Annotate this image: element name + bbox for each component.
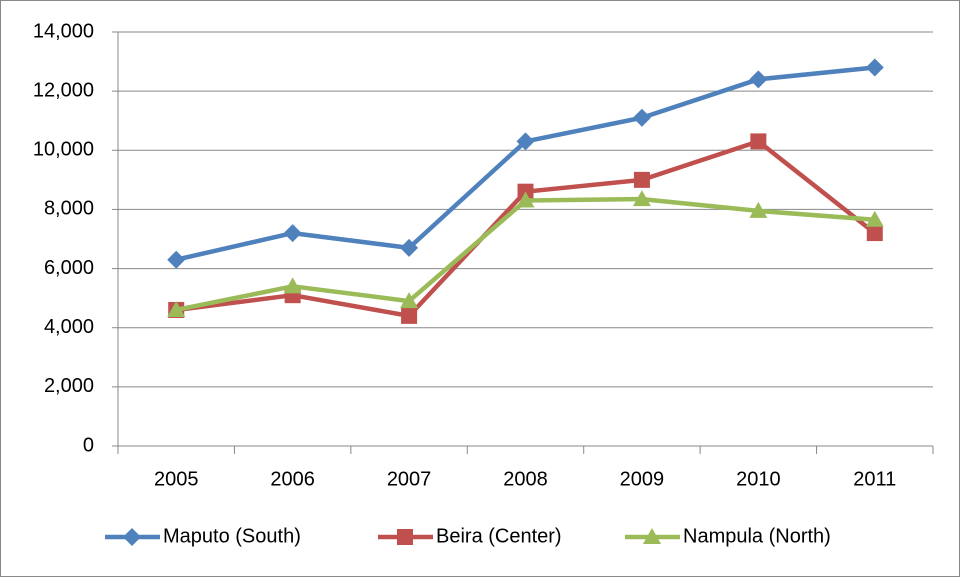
y-tick-label: 4,000 <box>44 316 94 338</box>
legend-label: Nampula (North) <box>683 525 831 547</box>
marker <box>167 250 186 269</box>
marker <box>866 225 883 242</box>
y-tick-label: 2,000 <box>44 375 94 397</box>
marker <box>865 58 884 77</box>
x-tick-label: 2010 <box>736 468 781 490</box>
marker <box>400 292 419 309</box>
y-tick-label: 12,000 <box>33 79 94 101</box>
y-tick-label: 0 <box>83 434 94 456</box>
y-tick-label: 14,000 <box>33 20 94 42</box>
marker <box>749 201 768 218</box>
marker <box>643 528 661 544</box>
marker <box>123 528 141 546</box>
y-tick-label: 6,000 <box>44 257 94 279</box>
x-tick-label: 2006 <box>270 468 315 490</box>
marker <box>749 70 768 89</box>
y-tick-label: 8,000 <box>44 198 94 220</box>
marker <box>750 133 767 150</box>
marker <box>633 171 650 188</box>
marker <box>632 108 651 127</box>
marker <box>516 132 535 151</box>
marker <box>283 224 302 243</box>
marker <box>400 238 419 257</box>
marker <box>865 210 884 227</box>
marker <box>516 191 535 208</box>
marker <box>401 307 418 324</box>
x-tick-label: 2008 <box>503 468 548 490</box>
x-tick-label: 2005 <box>154 468 199 490</box>
legend-label: Beira (Center) <box>436 525 562 547</box>
marker <box>397 529 413 545</box>
marker <box>632 190 651 207</box>
legend-label: Maputo (South) <box>163 525 301 547</box>
x-tick-label: 2007 <box>387 468 432 490</box>
marker <box>167 300 186 317</box>
x-tick-label: 2009 <box>620 468 665 490</box>
y-tick-label: 10,000 <box>33 139 94 161</box>
x-tick-label: 2011 <box>853 468 896 490</box>
marker <box>283 277 302 294</box>
